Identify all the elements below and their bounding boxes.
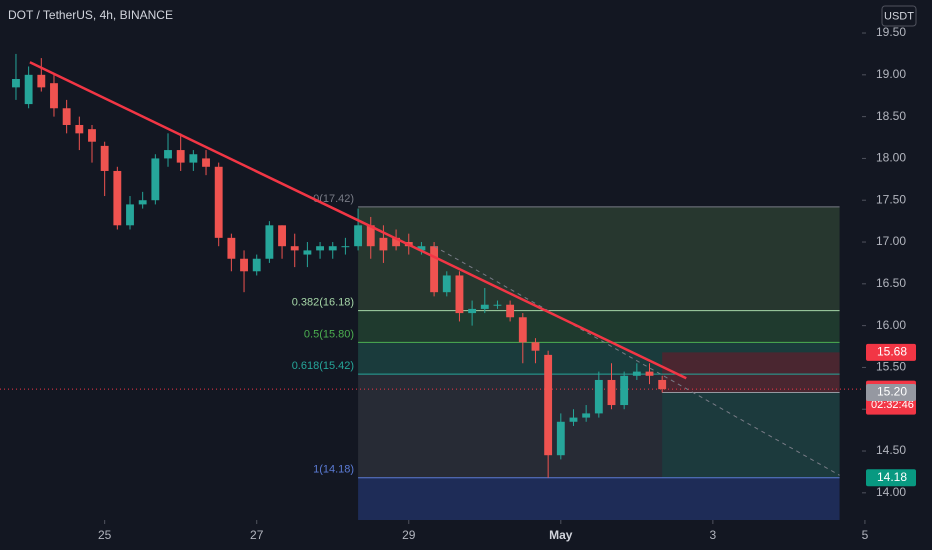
candle-body xyxy=(632,371,641,376)
candle-body xyxy=(506,304,515,318)
candle-body xyxy=(480,304,489,309)
candle-body xyxy=(430,246,439,293)
candle-body xyxy=(379,237,388,251)
candle-body xyxy=(531,342,540,351)
candle-body xyxy=(594,379,603,414)
candle-body xyxy=(227,237,236,259)
candle-body xyxy=(189,154,198,163)
candle-body xyxy=(37,74,46,88)
y-tick-label: 17.00 xyxy=(876,234,906,248)
candle-body xyxy=(75,124,84,134)
price-tag-label: 15.68 xyxy=(877,345,907,359)
price-tag-label: 15.20 xyxy=(877,385,907,399)
y-tick-label: 15.50 xyxy=(876,360,906,374)
candle-body xyxy=(164,150,172,159)
candle-body xyxy=(442,275,451,293)
candle-body xyxy=(214,166,223,238)
x-tick-label: 25 xyxy=(98,528,112,542)
candle-body xyxy=(290,246,299,251)
candle-body xyxy=(88,129,96,142)
fib-zone xyxy=(358,477,840,520)
candle-body xyxy=(278,225,286,247)
candle-body xyxy=(252,258,261,272)
candle-body xyxy=(468,308,477,314)
candle-body xyxy=(569,417,578,422)
fib-label: 0.382(16.18) xyxy=(292,296,354,308)
y-tick-label: 14.00 xyxy=(876,485,906,499)
candle-body xyxy=(100,145,109,171)
x-tick-label: 27 xyxy=(250,528,264,542)
projection-line xyxy=(433,245,840,476)
candle-body xyxy=(417,246,426,251)
candle-body xyxy=(126,204,134,226)
candle-body xyxy=(138,200,147,205)
candle-body xyxy=(607,379,616,406)
y-tick-label: 14.50 xyxy=(876,443,906,457)
fib-label: 1(14.18) xyxy=(313,464,354,476)
candle-body xyxy=(316,246,324,251)
trend-line xyxy=(29,61,687,380)
fib-label: 0.618(15.42) xyxy=(292,360,354,372)
candle-body xyxy=(366,225,375,247)
candle-body xyxy=(176,150,185,163)
candle-body xyxy=(455,275,464,314)
countdown: 02:32:46 xyxy=(871,399,914,411)
candle-body xyxy=(202,158,210,167)
y-tick-label: 16.50 xyxy=(876,276,906,290)
candle-body xyxy=(544,354,553,456)
candle-body xyxy=(265,225,274,259)
candle-body xyxy=(620,375,629,406)
y-tick-label: 17.50 xyxy=(876,192,906,206)
price-tag xyxy=(866,384,916,402)
candle-body xyxy=(658,379,667,390)
candle-body xyxy=(518,317,527,343)
candle-body xyxy=(12,79,20,88)
stop-zone xyxy=(662,352,840,393)
x-tick-label: 29 xyxy=(402,528,416,542)
candle-body xyxy=(354,225,363,247)
candle-body xyxy=(645,371,654,376)
candle-body xyxy=(392,237,401,247)
candle-body xyxy=(151,158,160,201)
y-tick-label: 19.50 xyxy=(876,25,906,39)
price-tag-label: 14.18 xyxy=(877,470,907,484)
candle-body xyxy=(493,304,502,306)
currency[interactable]: USDT xyxy=(884,10,914,22)
candle-body xyxy=(303,250,312,255)
y-tick-label: 19.00 xyxy=(876,67,906,81)
target-zone xyxy=(662,392,840,478)
candle-body xyxy=(113,170,122,226)
y-tick-label: 18.50 xyxy=(876,109,906,123)
price-tag xyxy=(866,469,916,487)
candle-body xyxy=(24,74,33,105)
candle-body xyxy=(582,413,591,418)
price-tag xyxy=(866,343,916,361)
x-tick-label: 3 xyxy=(710,528,717,542)
candle-body xyxy=(341,246,350,248)
currency-box[interactable] xyxy=(881,5,917,27)
candle-body xyxy=(50,83,58,109)
candle-body xyxy=(240,258,248,272)
fib-label: 0(17.42) xyxy=(313,193,354,205)
candle-body xyxy=(62,108,71,125)
fib-label: 0.5(15.80) xyxy=(304,328,354,340)
y-tick-label: 18.00 xyxy=(876,151,906,165)
candle-body xyxy=(328,246,337,251)
axes: 14.0014.5015.0015.5016.0016.5017.0017.50… xyxy=(98,25,916,542)
candle-body xyxy=(556,421,565,456)
chart-title: DOT / TetherUS, 4h, BINANCE xyxy=(8,8,173,22)
y-tick-label: 16.00 xyxy=(876,318,906,332)
x-tick-label: 5 xyxy=(862,528,869,542)
x-tick-label: May xyxy=(549,528,573,542)
